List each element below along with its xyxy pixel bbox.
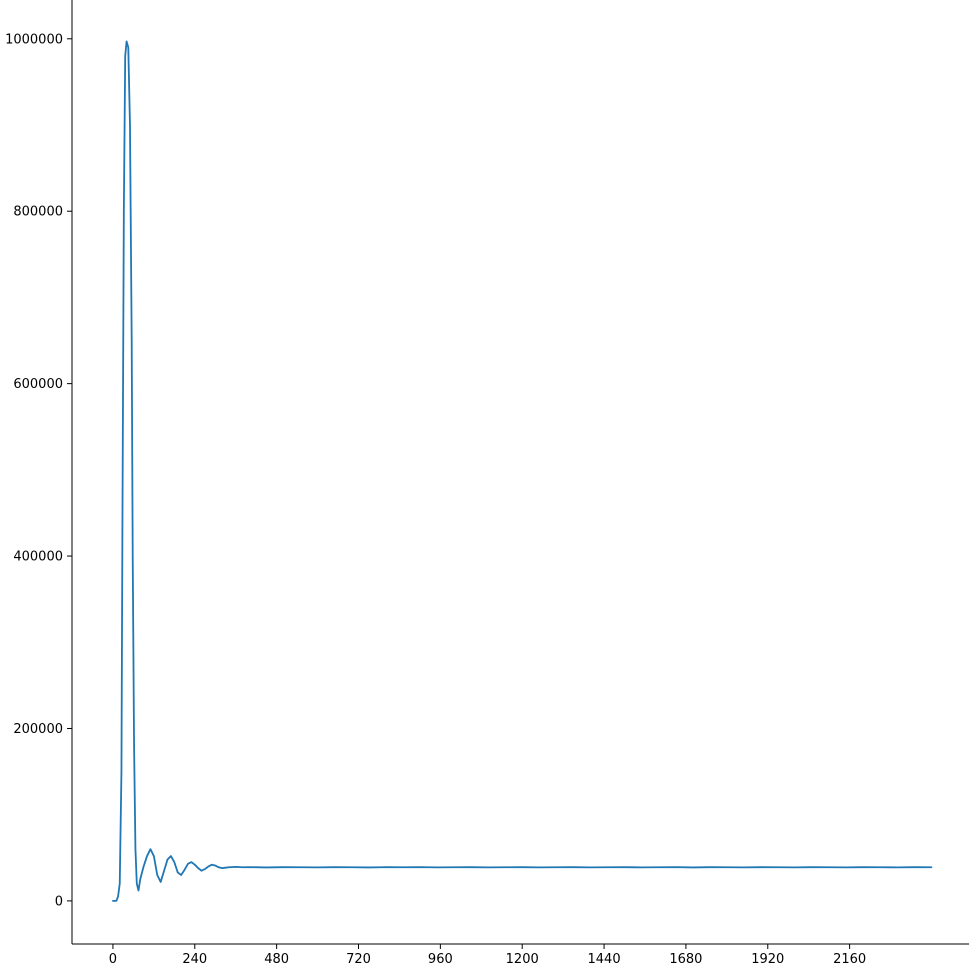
y-axis-ticks: 0 200000 400000 600000 800000 1000000	[5, 32, 72, 909]
x-tick-label: 2160	[833, 952, 866, 967]
x-tick-label: 240	[182, 952, 207, 967]
y-tick-label: 800000	[13, 205, 63, 220]
y-tick-label: 1000000	[5, 32, 63, 47]
series-line-0	[112, 40, 933, 902]
axes	[71, 0, 969, 945]
x-tick-label: 0	[109, 952, 117, 967]
x-tick-label: 1200	[506, 952, 539, 967]
x-tick-label: 1440	[588, 952, 621, 967]
x-tick-label: 1680	[669, 952, 702, 967]
series-layer	[112, 40, 933, 902]
x-tick-label: 960	[428, 952, 453, 967]
x-tick-label: 1920	[751, 952, 784, 967]
y-tick-label: 0	[55, 894, 63, 909]
y-tick-label: 400000	[13, 550, 63, 565]
x-tick-label: 720	[346, 952, 371, 967]
x-tick-label: 480	[264, 952, 289, 967]
y-tick-label: 200000	[13, 722, 63, 737]
x-axis-ticks: 0 240 480 720 960 1200 1440 1680 1920 2160	[109, 944, 866, 967]
y-tick-label: 600000	[13, 377, 63, 392]
